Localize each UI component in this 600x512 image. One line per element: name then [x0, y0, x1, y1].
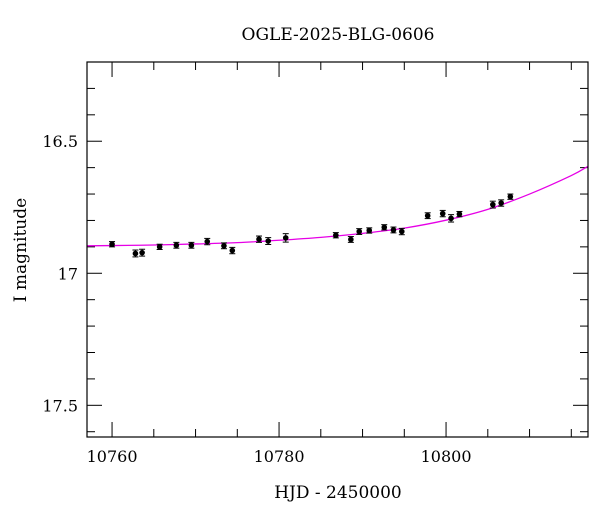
point-marker — [498, 200, 504, 206]
data-point — [132, 249, 139, 258]
data-point — [439, 209, 446, 218]
point-marker — [390, 227, 397, 233]
data-point — [424, 212, 431, 220]
point-marker — [456, 211, 463, 217]
data-point — [188, 241, 195, 249]
x-tick-label: 10780 — [254, 447, 305, 466]
data-point — [507, 193, 514, 200]
plot-frame — [86, 61, 589, 438]
point-marker — [490, 201, 496, 208]
plot-area — [87, 165, 588, 258]
data-point — [220, 242, 227, 250]
point-marker — [109, 241, 115, 248]
point-marker — [348, 236, 354, 243]
point-marker — [132, 250, 139, 257]
point-marker — [356, 228, 363, 235]
data-point — [489, 200, 496, 209]
plot-series — [87, 165, 588, 258]
point-marker — [507, 193, 514, 200]
data-point — [282, 233, 289, 243]
point-marker — [139, 249, 145, 256]
data-point — [156, 243, 163, 250]
data-point — [390, 226, 397, 234]
x-axis-title: HJD - 2450000 — [274, 483, 402, 503]
data-point — [448, 214, 455, 223]
point-marker — [265, 238, 271, 244]
data-point — [204, 237, 211, 246]
point-marker — [156, 244, 163, 250]
data-point — [356, 228, 363, 235]
data-point — [332, 232, 339, 239]
data-point — [139, 248, 146, 257]
data-point — [265, 237, 272, 245]
axis-ticks — [87, 61, 588, 437]
y-tick-label: 17.5 — [42, 396, 78, 415]
data-point — [256, 235, 263, 243]
point-marker — [229, 247, 236, 254]
data-point — [381, 224, 388, 231]
point-marker — [448, 215, 454, 222]
x-tick-label: 10800 — [421, 447, 472, 466]
point-marker — [204, 238, 211, 245]
point-marker — [333, 232, 339, 239]
data-point — [366, 227, 373, 234]
point-marker — [173, 242, 180, 249]
data-point — [347, 236, 354, 243]
x-tick-label: 10760 — [87, 447, 138, 466]
point-marker — [256, 236, 262, 243]
point-marker — [424, 212, 431, 219]
point-marker — [282, 235, 289, 241]
data-point — [498, 199, 505, 207]
data-point — [109, 241, 116, 248]
point-marker — [381, 224, 388, 231]
point-marker — [221, 243, 227, 249]
point-marker — [439, 210, 446, 217]
y-tick-label: 17 — [58, 264, 78, 283]
tick-labels: 10760 10780 10800 16.5 17 17.5 — [42, 132, 471, 466]
data-point — [173, 241, 180, 249]
point-marker — [188, 242, 195, 249]
point-marker — [398, 228, 405, 235]
point-marker — [366, 227, 373, 234]
model-curve — [87, 165, 588, 247]
data-point — [398, 227, 405, 236]
data-point — [229, 246, 236, 255]
data-point — [456, 210, 463, 218]
y-tick-label: 16.5 — [42, 132, 78, 151]
y-axis-title: I magnitude — [11, 198, 31, 302]
chart-title: OGLE-2025-BLG-0606 — [242, 25, 435, 45]
